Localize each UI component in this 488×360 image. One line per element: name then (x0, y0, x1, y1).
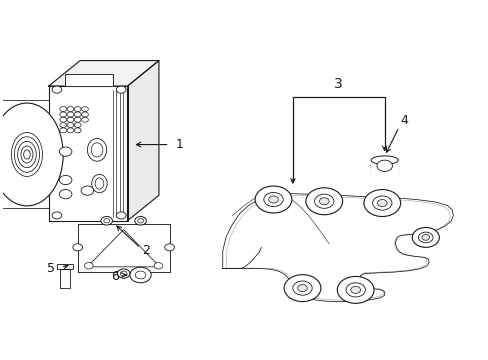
Text: 3: 3 (334, 77, 343, 91)
Ellipse shape (21, 146, 33, 163)
Polygon shape (49, 86, 127, 221)
Circle shape (84, 262, 93, 269)
Circle shape (305, 188, 342, 215)
Circle shape (135, 271, 145, 279)
Circle shape (73, 244, 82, 251)
Circle shape (138, 219, 143, 223)
Polygon shape (60, 269, 70, 288)
Circle shape (376, 160, 392, 171)
Circle shape (67, 112, 74, 117)
Circle shape (74, 117, 81, 122)
Polygon shape (64, 74, 113, 86)
Ellipse shape (370, 158, 397, 174)
Polygon shape (127, 60, 159, 221)
Polygon shape (223, 193, 452, 302)
Circle shape (268, 196, 278, 203)
Circle shape (284, 275, 320, 302)
Circle shape (264, 192, 283, 207)
Ellipse shape (14, 137, 40, 172)
Circle shape (67, 123, 74, 127)
Circle shape (74, 112, 81, 117)
Circle shape (60, 128, 66, 133)
Circle shape (377, 199, 386, 207)
Circle shape (60, 117, 66, 122)
Circle shape (164, 244, 174, 251)
Polygon shape (78, 224, 169, 272)
Circle shape (81, 117, 88, 122)
Text: 5: 5 (46, 262, 54, 275)
Circle shape (116, 86, 126, 93)
Circle shape (59, 147, 72, 156)
Circle shape (292, 281, 311, 295)
Ellipse shape (23, 150, 30, 159)
Circle shape (81, 186, 94, 195)
Text: 2: 2 (142, 244, 150, 257)
Circle shape (74, 128, 81, 133)
Ellipse shape (18, 141, 36, 168)
Circle shape (319, 198, 328, 205)
Circle shape (346, 283, 365, 297)
Ellipse shape (91, 143, 102, 157)
Circle shape (103, 219, 109, 223)
Circle shape (337, 276, 373, 303)
Text: 1: 1 (176, 138, 183, 151)
Circle shape (60, 112, 66, 117)
Ellipse shape (11, 132, 42, 176)
Circle shape (363, 190, 400, 216)
Circle shape (52, 86, 61, 93)
Circle shape (67, 128, 74, 133)
Circle shape (101, 216, 112, 225)
Circle shape (81, 112, 88, 117)
Polygon shape (370, 160, 397, 174)
Ellipse shape (87, 139, 106, 161)
Circle shape (67, 117, 74, 122)
Circle shape (350, 286, 360, 293)
Polygon shape (87, 230, 160, 267)
Circle shape (52, 212, 61, 219)
Circle shape (59, 175, 72, 185)
Circle shape (117, 269, 130, 278)
Circle shape (74, 107, 81, 112)
Circle shape (120, 271, 127, 276)
Circle shape (116, 212, 126, 219)
Circle shape (81, 107, 88, 112)
Circle shape (255, 186, 291, 213)
Circle shape (60, 123, 66, 127)
Circle shape (154, 262, 163, 269)
Polygon shape (57, 264, 73, 269)
Ellipse shape (370, 156, 397, 165)
Circle shape (314, 194, 333, 208)
Circle shape (411, 228, 438, 247)
Text: 6: 6 (111, 270, 119, 283)
Polygon shape (49, 60, 159, 86)
Circle shape (60, 107, 66, 112)
Circle shape (418, 232, 432, 243)
Circle shape (421, 235, 429, 240)
Ellipse shape (95, 178, 103, 189)
Circle shape (297, 284, 307, 292)
Circle shape (74, 123, 81, 127)
Text: 4: 4 (399, 114, 407, 127)
Circle shape (67, 107, 74, 112)
Ellipse shape (0, 103, 63, 206)
Circle shape (130, 267, 151, 283)
Circle shape (135, 216, 146, 225)
Circle shape (372, 196, 391, 210)
Ellipse shape (92, 174, 107, 193)
Circle shape (59, 190, 72, 199)
